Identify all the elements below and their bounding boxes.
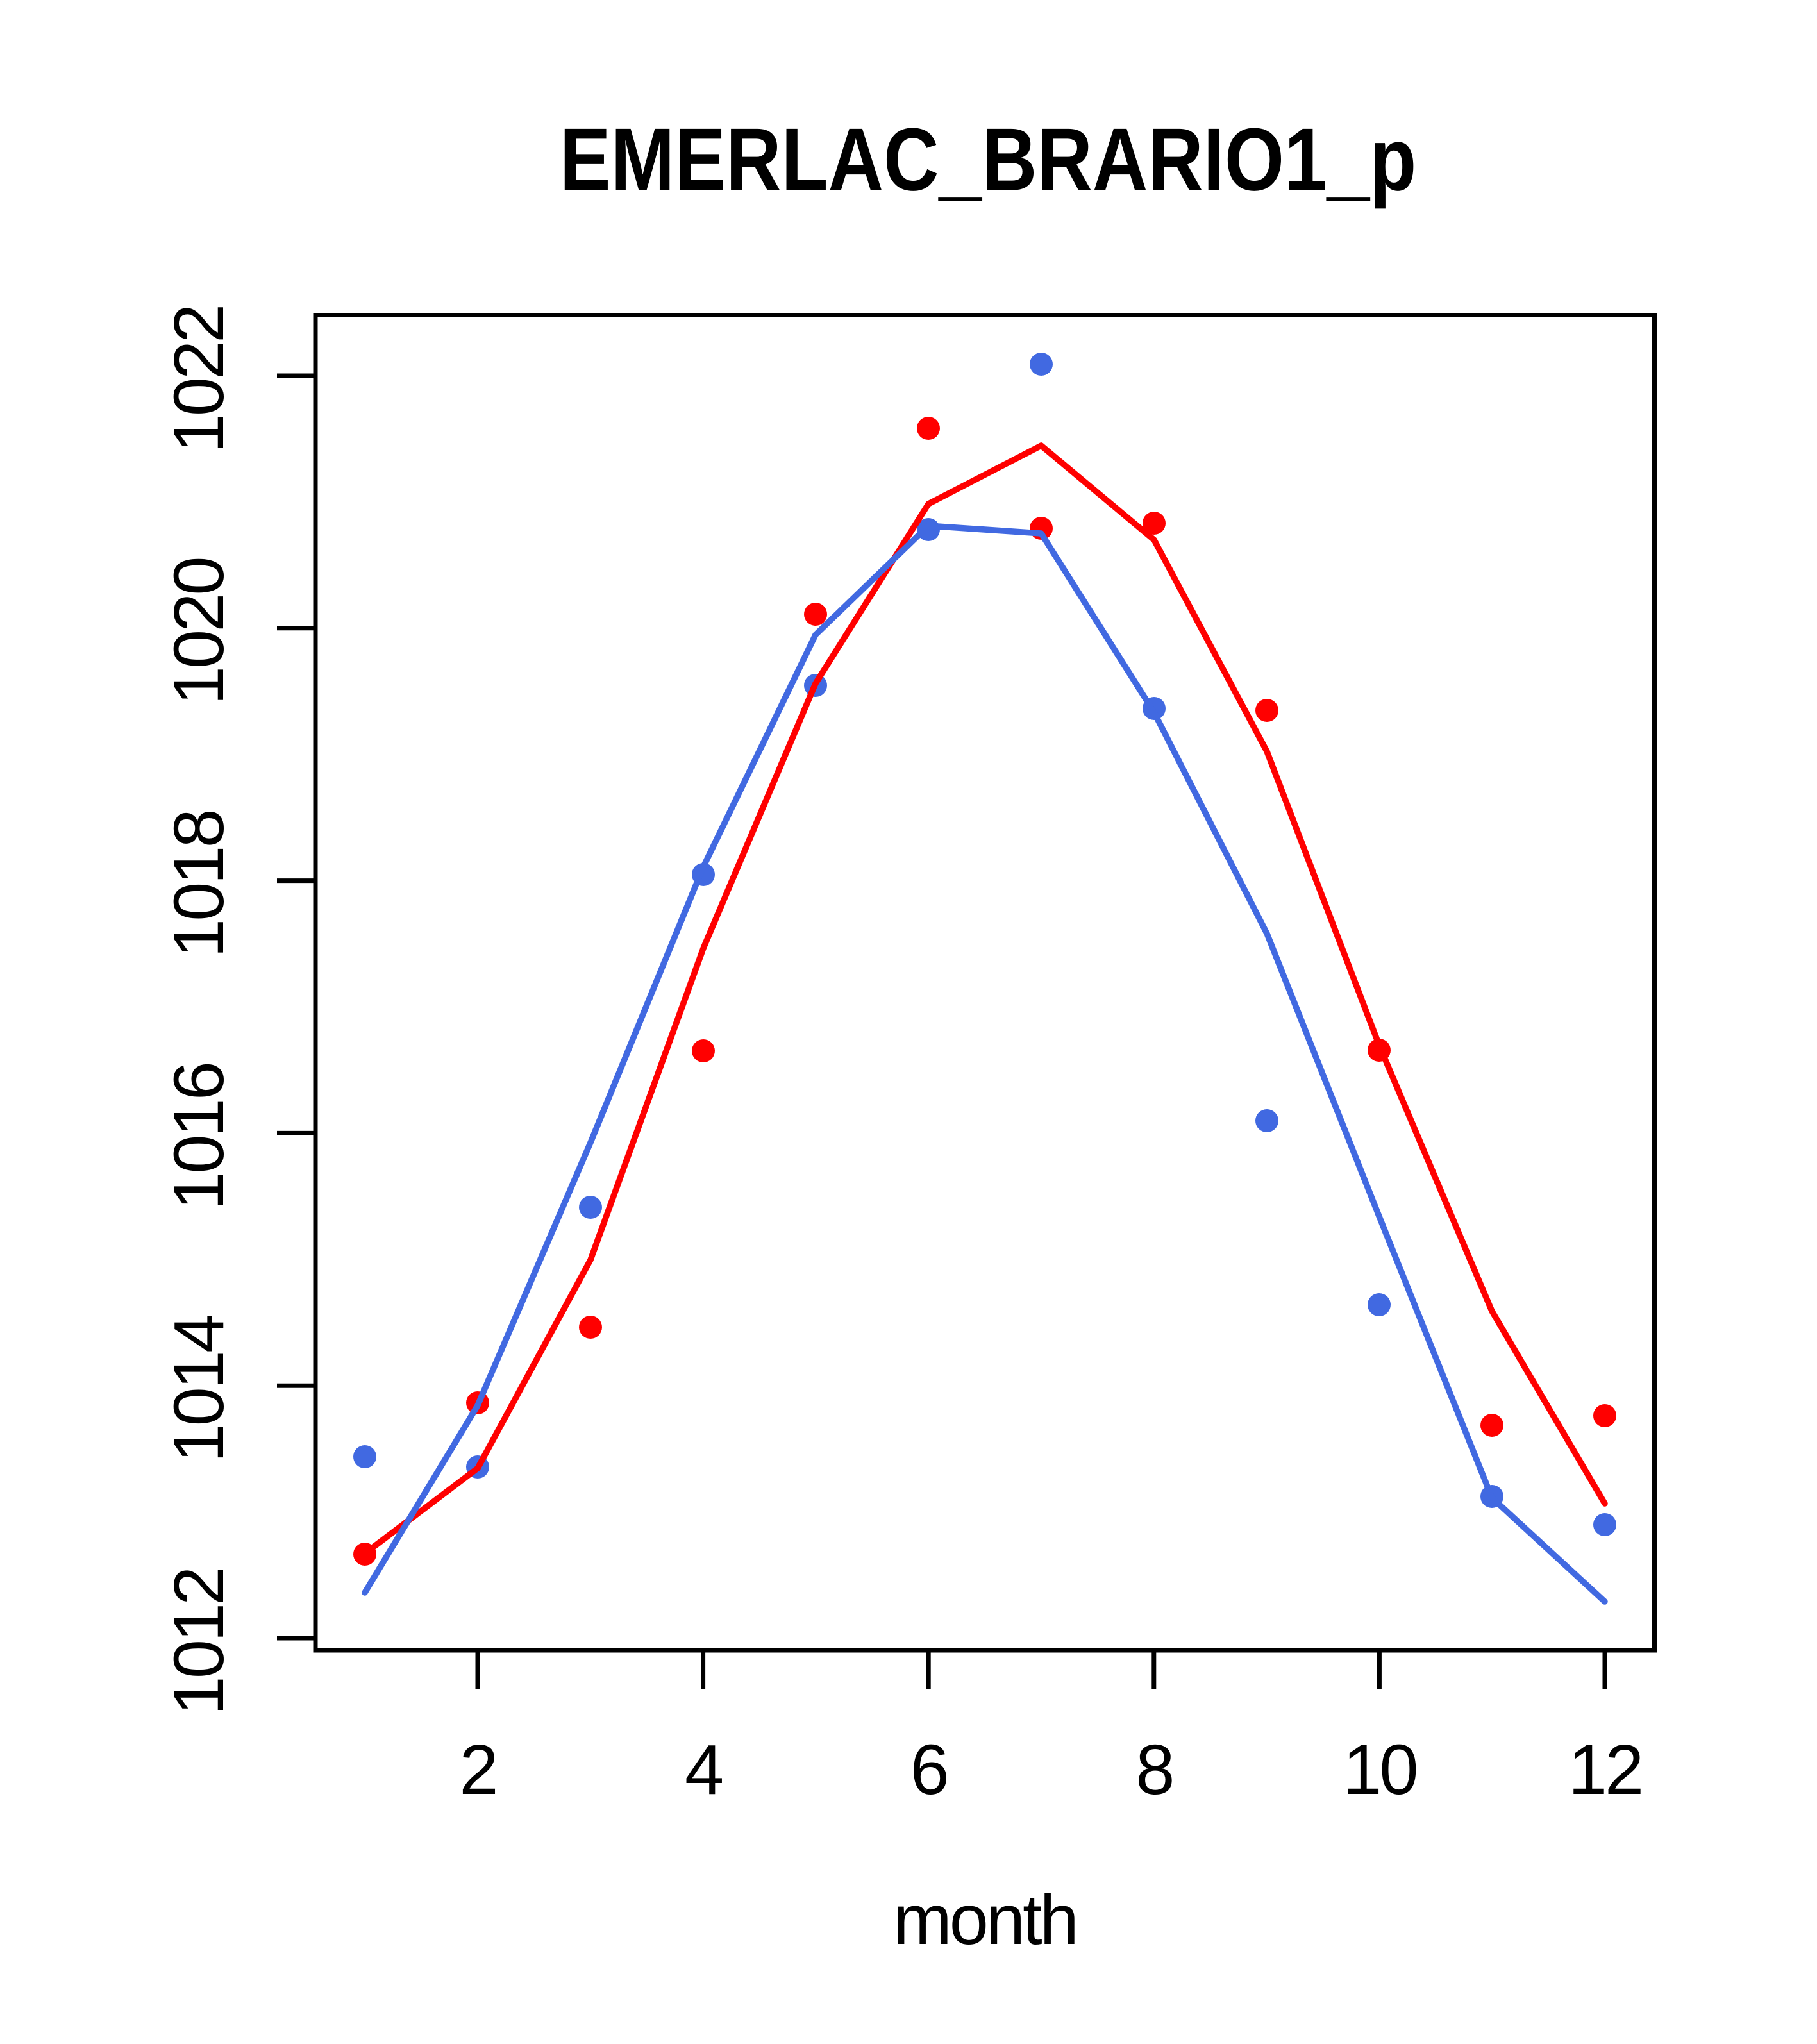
svg-text:EMERLAC_BRARIO1_p: EMERLAC_BRARIO1_p — [560, 110, 1416, 209]
svg-text:1012: 1012 — [160, 1569, 239, 1716]
svg-text:12: 12 — [1568, 1730, 1641, 1809]
svg-text:2: 2 — [459, 1730, 496, 1809]
svg-text:1016: 1016 — [160, 1064, 239, 1210]
svg-text:1022: 1022 — [160, 306, 239, 453]
svg-text:10: 10 — [1343, 1730, 1416, 1809]
svg-text:8: 8 — [1135, 1730, 1172, 1809]
svg-text:1014: 1014 — [160, 1316, 239, 1463]
svg-text:month: month — [893, 1881, 1076, 1959]
svg-text:4: 4 — [685, 1730, 722, 1809]
svg-text:1020: 1020 — [160, 558, 239, 705]
svg-text:1018: 1018 — [160, 811, 239, 958]
svg-text:6: 6 — [910, 1730, 947, 1809]
